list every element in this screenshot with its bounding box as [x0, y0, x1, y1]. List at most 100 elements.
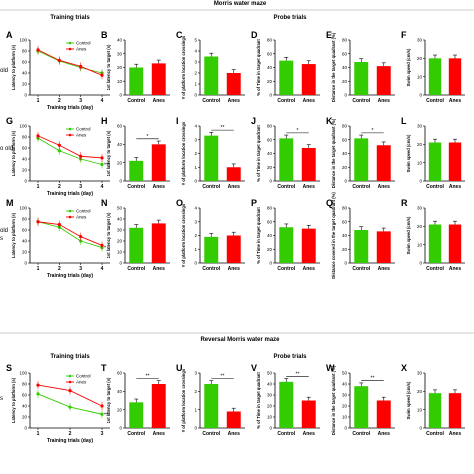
bar-control: [129, 402, 144, 428]
bar-anes: [301, 148, 316, 181]
y-tick-label: 100: [19, 124, 27, 129]
y-axis-label: 1st latency to target (s): [106, 212, 111, 258]
series-line-anes: [37, 49, 103, 76]
y-tick-label: 20: [22, 250, 28, 255]
x-tick-label: 2: [58, 266, 61, 272]
y-tick-label: 40: [22, 71, 28, 76]
bar-control: [129, 227, 144, 263]
x-axis-label: Training trials (day): [47, 438, 93, 444]
y-tick-label: 20: [22, 82, 28, 87]
y-tick-label: 20: [267, 247, 273, 252]
y-tick-label: 0: [269, 179, 272, 184]
y-tick-label: 30: [417, 206, 423, 211]
data-point-anes: [100, 156, 104, 160]
x-axis-label: Training trials (day): [47, 191, 93, 197]
y-tick-label: 50: [267, 371, 273, 376]
y-tick-label: 30: [267, 393, 273, 398]
series-line-control: [37, 137, 103, 165]
bar-control: [129, 160, 144, 181]
panel-letter: F: [401, 30, 407, 40]
y-tick-label: 60: [267, 51, 273, 56]
panel-letter: P: [251, 198, 257, 208]
y-axis-label: Distance in the target quadrant (%): [331, 32, 336, 102]
y-tick-label: 80: [22, 49, 28, 54]
y-tick-label: 80: [267, 38, 273, 43]
bar-anes: [301, 400, 316, 428]
y-tick-label: 30: [117, 51, 123, 56]
y-tick-label: 10: [417, 160, 423, 165]
y-tick-label: 0: [24, 261, 27, 266]
category-label: Control: [277, 98, 295, 104]
y-tick-label: 80: [342, 206, 348, 211]
category-label: Anes: [153, 98, 165, 104]
y-axis-label: Latency to platform (s): [11, 130, 16, 176]
y-tick-label: 40: [342, 382, 348, 387]
significance-mark: **: [221, 374, 225, 380]
significance-mark: **: [296, 371, 300, 377]
y-tick-label: 0: [119, 426, 122, 431]
bar-anes: [151, 144, 166, 181]
legend-marker: [68, 215, 72, 219]
category-label: Control: [202, 266, 220, 272]
y-tick-label: 1: [194, 407, 197, 412]
legend-marker: [68, 380, 72, 384]
y-tick-label: 3: [194, 371, 197, 376]
y-tick-label: 3: [194, 60, 197, 65]
y-tick-label: 60: [22, 146, 28, 151]
y-axis-label: Swim speed (cm/s): [406, 381, 411, 419]
category-label: Anes: [228, 431, 240, 437]
morris-title: Morris water maze: [213, 1, 267, 7]
significance-mark: ***: [104, 163, 110, 169]
y-tick-label: 40: [22, 404, 28, 409]
y-tick-label: 0: [344, 426, 347, 431]
legend-label: Anes: [76, 133, 87, 138]
data-point-anes: [100, 73, 104, 77]
bar-control: [279, 138, 294, 181]
y-tick-label: 20: [117, 407, 123, 412]
category-label: Anes: [449, 431, 461, 437]
y-tick-label: 0: [269, 93, 272, 98]
probe-trials-title: Probe trials: [273, 15, 307, 21]
x-tick-label: 3: [101, 431, 104, 437]
y-tick-label: 20: [22, 168, 28, 173]
legend-marker: [68, 374, 72, 378]
y-axis-label: Swim speed (cm/s): [406, 134, 411, 172]
category-label: Anes: [303, 184, 315, 190]
y-axis-label: # of platform location crossings: [181, 368, 186, 432]
y-tick-label: 10: [117, 250, 123, 255]
legend-label: Control: [76, 41, 91, 46]
panel-letter: Q: [326, 198, 333, 208]
x-axis-label: Training trials (day): [47, 273, 93, 279]
category-label: Control: [202, 98, 220, 104]
y-axis-label: Latency to platform (s): [11, 44, 16, 90]
category-label: Anes: [153, 431, 165, 437]
y-tick-label: 100: [19, 38, 27, 43]
y-tick-label: 80: [342, 124, 348, 129]
y-tick-label: 0: [194, 426, 197, 431]
data-point-control: [68, 405, 72, 409]
data-point-anes: [100, 404, 104, 408]
y-tick-label: 80: [22, 217, 28, 222]
y-tick-label: 20: [117, 65, 123, 70]
bar-control: [354, 386, 369, 428]
significance-mark: **: [371, 376, 375, 382]
legend-marker: [68, 209, 72, 213]
series-line-control: [37, 50, 103, 74]
bar-anes: [376, 231, 391, 263]
bar-anes: [448, 393, 462, 428]
bar-control: [204, 135, 219, 181]
category-label: Control: [202, 431, 220, 437]
y-tick-label: 60: [342, 137, 348, 142]
y-tick-label: 2: [194, 389, 197, 394]
panel-letter: M: [6, 198, 14, 208]
y-tick-label: 60: [117, 124, 123, 129]
y-tick-label: 0: [119, 261, 122, 266]
y-tick-label: 100: [19, 206, 27, 211]
y-tick-label: 2: [194, 71, 197, 76]
legend-marker: [68, 133, 72, 137]
y-axis-label: 1st latency to target (s): [106, 377, 111, 423]
x-tick-label: 2: [69, 431, 72, 437]
y-tick-label: 1: [194, 82, 197, 87]
y-tick-label: 40: [342, 151, 348, 156]
category-label: Anes: [303, 266, 315, 272]
